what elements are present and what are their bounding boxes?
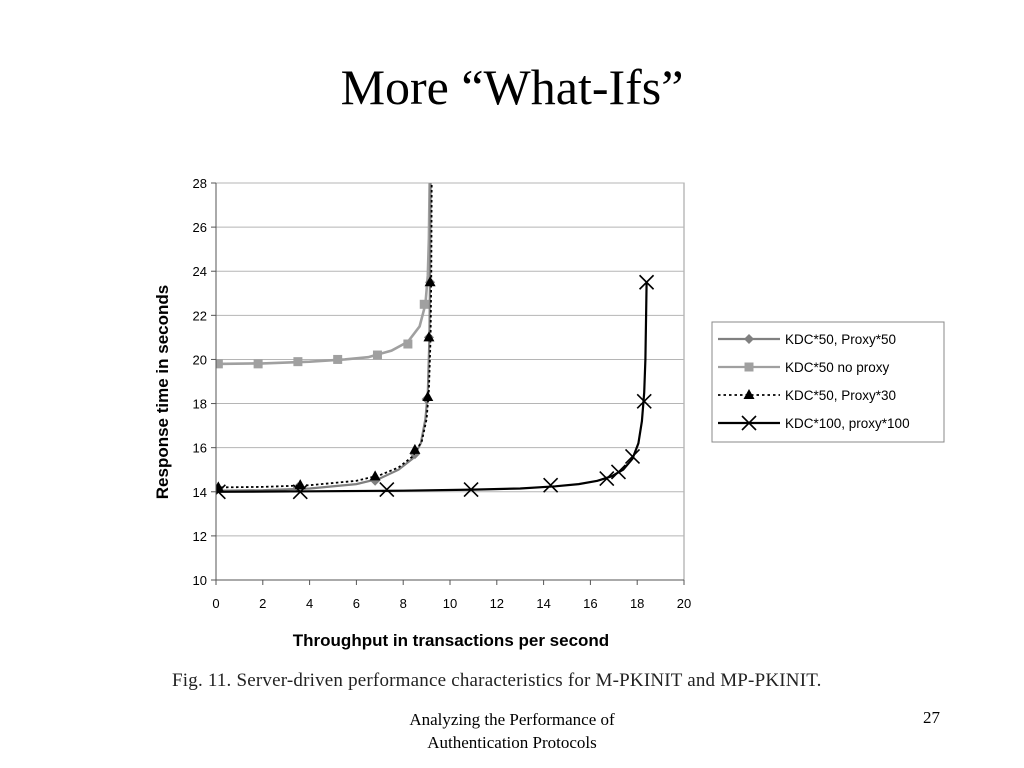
x-marker-stroke xyxy=(543,477,559,493)
y-axis-label: Response time in seconds xyxy=(153,285,172,499)
series-4 xyxy=(216,274,655,500)
legend-entry: KDC*100, proxy*100 xyxy=(718,415,910,431)
x-tick-label: 12 xyxy=(490,596,504,611)
data-point xyxy=(379,482,395,498)
x-marker-stroke xyxy=(599,470,615,487)
y-tick-label: 12 xyxy=(193,529,207,544)
x-tick-label: 18 xyxy=(630,596,644,611)
x-tick-label: 4 xyxy=(306,596,313,611)
grid-lines xyxy=(216,182,684,537)
x-marker-stroke xyxy=(216,484,226,496)
data-point xyxy=(253,359,263,369)
plot-frame xyxy=(215,182,685,581)
plot-area xyxy=(215,182,685,581)
data-point xyxy=(463,482,479,498)
data-point xyxy=(624,448,641,465)
figure-caption: Fig. 11. Server-driven performance chara… xyxy=(172,670,822,691)
x-tick-label: 6 xyxy=(353,596,360,611)
data-point xyxy=(293,357,303,367)
slide-number: 27 xyxy=(923,708,940,727)
data-point xyxy=(292,484,308,500)
series-line xyxy=(216,282,648,493)
x-marker-stroke xyxy=(741,415,757,431)
legend-swatch-marker xyxy=(743,389,755,399)
legend-swatch-marker xyxy=(744,334,754,344)
x-marker-stroke xyxy=(610,464,627,480)
data-point xyxy=(424,276,436,287)
data-point xyxy=(216,359,223,369)
slide-title: More “What-Ifs” xyxy=(340,59,684,115)
data-point xyxy=(369,470,381,481)
y-tick-label: 10 xyxy=(193,573,207,588)
y-tick-label: 14 xyxy=(193,485,207,500)
y-tick-label: 24 xyxy=(193,264,207,279)
x-marker-stroke xyxy=(292,484,308,500)
legend-entry: KDC*50, Proxy*50 xyxy=(718,332,896,347)
footer-title-line-1: Analyzing the Performance of xyxy=(409,710,615,729)
data-point xyxy=(403,339,413,349)
data-point xyxy=(599,470,615,487)
x-marker-stroke xyxy=(636,393,652,409)
y-tick-label: 26 xyxy=(193,220,207,235)
legend-swatch-marker xyxy=(744,362,754,372)
legend-label: KDC*50 no proxy xyxy=(785,360,890,375)
x-tick-label: 16 xyxy=(583,596,597,611)
data-point xyxy=(636,393,652,409)
y-tick-label: 22 xyxy=(193,308,207,323)
series-layer xyxy=(216,182,655,500)
footer-title: Analyzing the Performance of Authenticat… xyxy=(362,708,662,754)
data-point xyxy=(419,299,429,309)
data-point xyxy=(638,274,655,290)
legend-swatch-marker xyxy=(741,415,757,431)
data-point xyxy=(294,479,306,490)
legend-label: KDC*50, Proxy*30 xyxy=(785,388,896,403)
legend-label: KDC*50, Proxy*50 xyxy=(785,332,896,347)
legend-entry: KDC*50 no proxy xyxy=(718,360,890,375)
data-point xyxy=(543,477,559,493)
series-2 xyxy=(216,182,431,369)
y-tick-label: 20 xyxy=(193,352,207,367)
legend-label: KDC*100, proxy*100 xyxy=(785,416,910,431)
data-point xyxy=(216,484,226,500)
x-tick-label: 2 xyxy=(259,596,266,611)
x-tick-label: 14 xyxy=(536,596,550,611)
footer-title-line-2: Authentication Protocols xyxy=(427,733,597,752)
legend: KDC*50, Proxy*50 KDC*50 no proxy KDC*50, P… xyxy=(711,321,945,443)
x-axis-label: Throughput in transactions per second xyxy=(293,631,609,650)
x-marker-stroke xyxy=(624,448,641,465)
x-tick-label: 10 xyxy=(443,596,457,611)
x-marker-stroke xyxy=(463,482,479,498)
data-point xyxy=(409,443,421,454)
x-marker-stroke xyxy=(638,274,655,290)
legend-entry: KDC*50, Proxy*30 xyxy=(718,388,896,403)
data-point xyxy=(422,390,434,401)
x-tick-label: 20 xyxy=(677,596,691,611)
y-tick-label: 28 xyxy=(193,176,207,191)
x-tick-label: 8 xyxy=(400,596,407,611)
data-point xyxy=(372,350,382,360)
x-tick-label: 0 xyxy=(212,596,219,611)
x-marker-stroke xyxy=(379,482,395,498)
y-tick-label: 16 xyxy=(193,441,207,456)
data-point xyxy=(333,354,343,364)
data-point xyxy=(423,331,435,342)
y-tick-label: 18 xyxy=(193,397,207,412)
data-point xyxy=(610,464,627,480)
